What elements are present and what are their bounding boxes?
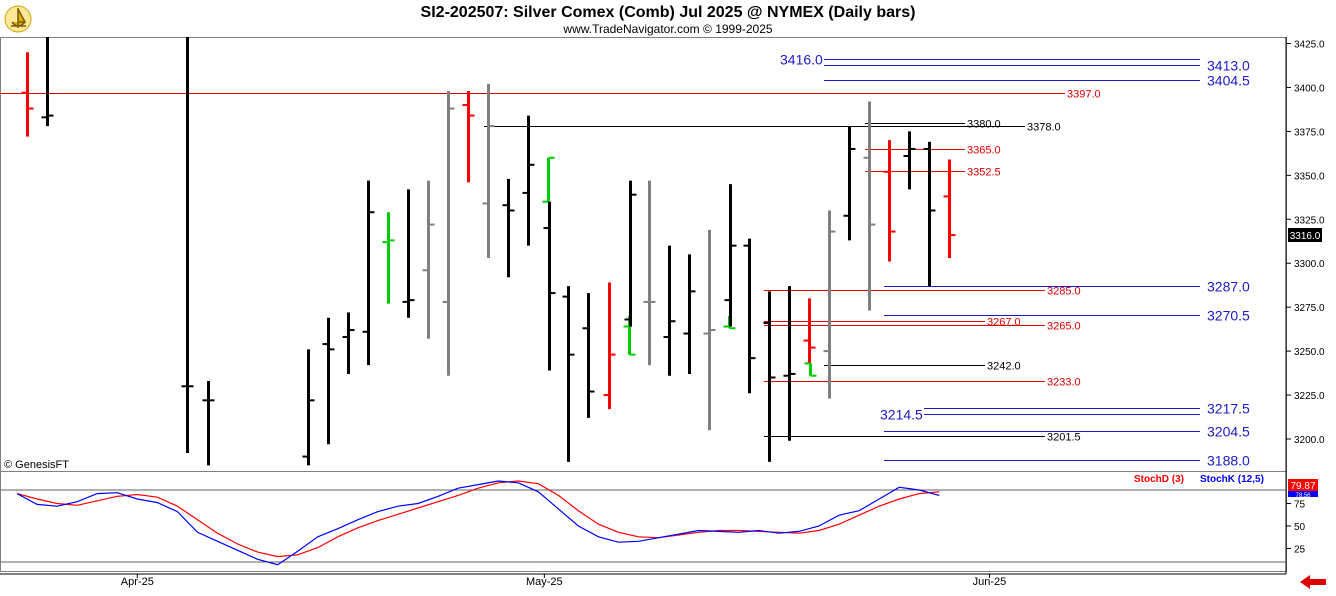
stoch-tick-label: 50 <box>1294 522 1306 533</box>
ohlc-bar <box>502 178 515 278</box>
chart-subtitle: www.TradeNavigator.com © 1999-2025 <box>562 22 772 36</box>
level-label: 3352.5 <box>967 167 1001 179</box>
stochD-value-badge <box>1288 479 1318 491</box>
stochD-line <box>16 480 940 558</box>
ohlc-bar <box>804 362 817 377</box>
ohlc-bar <box>522 115 535 246</box>
level-label: 3378.0 <box>1027 122 1061 134</box>
date-tick-label: Jun-25 <box>973 576 1007 588</box>
chart-title: SI2-202507: Silver Comex (Comb) Jul 2025… <box>421 4 916 21</box>
stochD-value-label: 79.87 <box>1290 481 1315 492</box>
ohlc-bar <box>362 180 375 366</box>
ohlc-bar <box>923 141 936 287</box>
level-label: 3416.0 <box>780 52 823 68</box>
ohlc-bar <box>603 282 616 410</box>
ohlc-bar <box>883 140 896 262</box>
ohlc-bar <box>663 245 676 376</box>
ohlc-bar <box>202 380 215 466</box>
price-pane-frame <box>0 37 1287 472</box>
ohlc-bar <box>643 180 656 366</box>
price-tick-label: 3425.0 <box>1294 40 1325 51</box>
price-tick-label: 3375.0 <box>1294 127 1325 138</box>
ohlc-bar <box>624 180 637 327</box>
level-label: 3217.5 <box>1207 401 1250 417</box>
ohlc-bar <box>181 37 194 454</box>
ohlc-bar <box>342 312 355 374</box>
ohlc-bar <box>763 291 776 462</box>
ohlc-bar <box>903 131 916 190</box>
ohlc-bar <box>783 286 796 441</box>
stochK-value-badge <box>1288 491 1318 497</box>
stoch-tick-label: 25 <box>1294 545 1306 556</box>
ohlc-bar <box>803 298 816 364</box>
price-tick-label: 3400.0 <box>1294 83 1325 94</box>
level-label: 3380.0 <box>967 119 1001 131</box>
price-bars <box>21 37 956 466</box>
ohlc-bar <box>743 238 756 394</box>
level-label: 3287.0 <box>1207 279 1250 295</box>
level-label: 3267.0 <box>987 317 1021 329</box>
price-tick-label: 3250.0 <box>1294 347 1325 358</box>
date-tick-label: May-25 <box>526 576 563 588</box>
ohlc-bar <box>422 180 435 339</box>
copyright-label: © GenesisFT <box>4 459 69 471</box>
ohlc-bar <box>683 254 696 374</box>
ohlc-bar <box>943 159 956 258</box>
level-label: 3413.0 <box>1207 58 1250 74</box>
ohlc-bar <box>863 101 876 311</box>
price-tick-label: 3225.0 <box>1294 391 1325 402</box>
ohlc-bar <box>562 286 575 462</box>
price-tick-label: 3200.0 <box>1294 435 1325 446</box>
level-label: 3265.0 <box>1047 321 1081 333</box>
last-price-badge <box>1288 228 1322 242</box>
ohlc-bar <box>322 317 335 445</box>
ohlc-bar <box>462 90 475 183</box>
level-label: 3270.5 <box>1207 308 1250 324</box>
ohlc-bar <box>542 156 555 203</box>
ohlc-bar <box>724 184 737 327</box>
stochK-value-label: 78.56 <box>1295 493 1311 499</box>
ohlc-bar <box>382 212 395 304</box>
ohlc-bar <box>41 37 54 127</box>
level-label: 3233.0 <box>1047 377 1081 389</box>
level-label: 3204.5 <box>1207 424 1250 440</box>
ohlc-bar <box>703 229 716 431</box>
stoch-legend-label: StochK (12,5) <box>1200 474 1264 485</box>
date-tick-label: Apr-25 <box>121 576 154 588</box>
date-axis: Apr-25 May-25 Jun-25 <box>121 574 1006 588</box>
level-label: 3365.0 <box>967 145 1001 157</box>
price-axis: 3425.0 3400.0 3375.0 3350.0 3325.0 3300.0 3275… <box>1286 40 1325 446</box>
price-tick-label: 3350.0 <box>1294 171 1325 182</box>
ohlc-bar <box>442 90 455 376</box>
level-label: 3397.0 <box>1067 89 1101 101</box>
stochK-line <box>16 480 940 566</box>
ohlc-bar <box>482 83 495 258</box>
ohlc-bar <box>21 52 34 137</box>
level-label: 3201.5 <box>1047 432 1081 444</box>
price-tick-label: 3300.0 <box>1294 259 1325 270</box>
scroll-left-arrow-icon[interactable] <box>1300 575 1326 589</box>
ohlc-bar <box>823 210 836 399</box>
ohlc-bar <box>302 349 315 466</box>
stoch-legend-label: StochD (3) <box>1134 474 1184 485</box>
price-tick-label: 3275.0 <box>1294 303 1325 314</box>
stoch-tick-label: 75 <box>1294 500 1306 511</box>
stoch-pane-frame <box>0 471 1287 572</box>
level-label: 3188.0 <box>1207 453 1250 469</box>
ohlc-bar <box>843 126 856 241</box>
level-label: 3285.0 <box>1047 286 1081 298</box>
ohlc-bar <box>402 189 415 318</box>
logo-sailboat-icon <box>4 5 32 33</box>
level-label: 3404.5 <box>1207 73 1250 89</box>
last-price-label: 3316.0 <box>1290 231 1321 242</box>
ohlc-bar <box>543 201 556 371</box>
ohlc-bar <box>582 293 595 418</box>
level-label: 3242.0 <box>987 361 1021 373</box>
level-label: 3214.5 <box>880 407 923 423</box>
price-tick-label: 3325.0 <box>1294 215 1325 226</box>
